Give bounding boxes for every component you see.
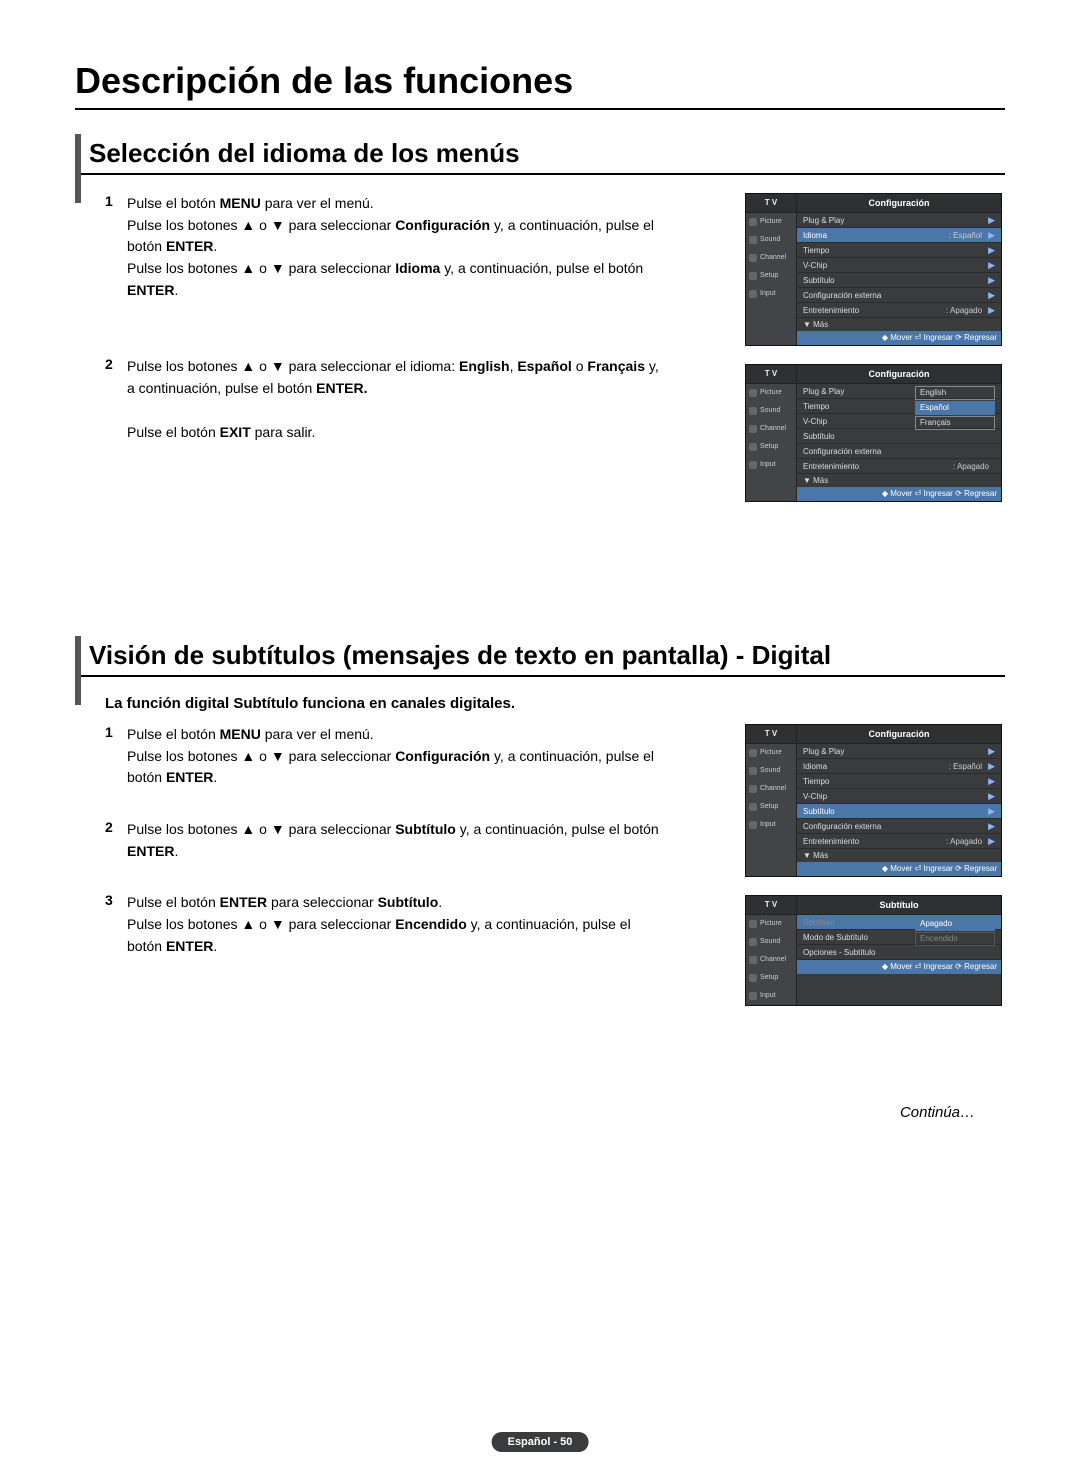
osd-side-item: Channel — [746, 780, 796, 798]
osd-tv-label: T V — [746, 194, 796, 213]
step-text: Pulse el botón MENU para ver el menú.Pul… — [127, 193, 667, 301]
osd-sidebar: T V PictureSoundChannelSetupInput — [746, 365, 797, 501]
osd-side-item: Input — [746, 987, 796, 1005]
section-bar-icon — [75, 134, 81, 203]
section-subtitles: Visión de subtítulos (mensajes de texto … — [75, 640, 1005, 1121]
osd-side-item: Picture — [746, 915, 796, 933]
osd-option: Apagado — [915, 917, 995, 931]
step-row: 2 Pulse los botones ▲ o ▼ para seleccion… — [105, 819, 725, 862]
osd-menu-item: Entretenimiento: Apagado — [797, 459, 1001, 474]
osd-menu-item: Idioma: Español▶ — [797, 759, 1001, 774]
osd-sidebar: T V PictureSoundChannelSetupInput — [746, 896, 797, 1005]
osd-menu-item: Subtítulo▶ — [797, 804, 1001, 819]
osd-footer: ◆ Mover ⏎ Ingresar ⟳ Regresar — [797, 862, 1001, 876]
osd-footer: ◆ Mover ⏎ Ingresar ⟳ Regresar — [797, 960, 1001, 974]
osd-title: Configuración — [797, 725, 1001, 744]
osd-menu-item: Configuración externa▶ — [797, 288, 1001, 303]
section1-title-text: Selección del idioma de los menús — [89, 138, 520, 168]
continua-label: Continúa… — [75, 1104, 975, 1121]
step-row: 2 Pulse los botones ▲ o ▼ para seleccion… — [105, 356, 725, 443]
step-text: Pulse los botones ▲ o ▼ para seleccionar… — [127, 356, 667, 443]
page-number: Español - 50 — [492, 1432, 589, 1452]
osd-sidebar: T V PictureSoundChannelSetupInput — [746, 194, 797, 345]
osd-side-item: Picture — [746, 213, 796, 231]
osd-menu-item: Tiempo▶ — [797, 243, 1001, 258]
section2-title: Visión de subtítulos (mensajes de texto … — [75, 640, 1005, 677]
osd-main: Subtítulo Subtítulo Modo de Subtítulo Op… — [797, 896, 1001, 1005]
osd-menu: T V PictureSoundChannelSetupInput Config… — [745, 724, 1002, 877]
osd-tv-label: T V — [746, 896, 796, 915]
step-number: 1 — [105, 724, 127, 789]
step-number: 2 — [105, 819, 127, 862]
osd-side-item: Input — [746, 285, 796, 303]
osd-side-item: Setup — [746, 969, 796, 987]
osd-menu: T V PictureSoundChannelSetupInput Config… — [745, 364, 1002, 502]
osd-menu-item: Plug & Play▶ — [797, 744, 1001, 759]
step-number: 2 — [105, 356, 127, 443]
osd-side-item: Setup — [746, 798, 796, 816]
osd-footer: ◆ Mover ⏎ Ingresar ⟳ Regresar — [797, 487, 1001, 501]
step-text: Pulse el botón ENTER para seleccionar Su… — [127, 892, 667, 957]
section-bar-icon — [75, 636, 81, 705]
osd-menu-item: Opciones - Subtítulo — [797, 945, 1001, 960]
osd-side-item: Input — [746, 456, 796, 474]
osd-menu-item: V-Chip▶ — [797, 258, 1001, 273]
osd-side-item: Picture — [746, 744, 796, 762]
step-text: Pulse los botones ▲ o ▼ para seleccionar… — [127, 819, 667, 862]
osd-menu: T V PictureSoundChannelSetupInput Config… — [745, 193, 1002, 346]
osd-side-item: Input — [746, 816, 796, 834]
osd-side-item: Sound — [746, 402, 796, 420]
step-text: Pulse el botón MENU para ver el menú.Pul… — [127, 724, 667, 789]
main-title: Descripción de las funciones — [75, 60, 1005, 110]
osd-mas: ▼ Más — [797, 849, 1001, 862]
osd-title: Subtítulo — [797, 896, 1001, 915]
osd-mas: ▼ Más — [797, 474, 1001, 487]
osd-menu-item: Idioma: Español▶ — [797, 228, 1001, 243]
osd-menu-item: Tiempo▶ — [797, 774, 1001, 789]
osd-side-item: Sound — [746, 231, 796, 249]
step-row: 1 Pulse el botón MENU para ver el menú.P… — [105, 193, 725, 301]
osd-title: Configuración — [797, 194, 1001, 213]
osd-side-item: Channel — [746, 951, 796, 969]
osd-side-item: Channel — [746, 420, 796, 438]
osd-menu-item: Subtítulo▶ — [797, 273, 1001, 288]
osd-option: Français — [915, 416, 995, 430]
osd-menu-item: Subtítulo — [797, 429, 1001, 444]
section2-intro: La función digital Subtítulo funciona en… — [105, 695, 1005, 712]
osd-footer: ◆ Mover ⏎ Ingresar ⟳ Regresar — [797, 331, 1001, 345]
osd-side-item: Channel — [746, 249, 796, 267]
osd-menu-item: V-Chip▶ — [797, 789, 1001, 804]
osd-tv-label: T V — [746, 365, 796, 384]
section1-title: Selección del idioma de los menús — [75, 138, 1005, 175]
osd-menu-item: Entretenimiento: Apagado▶ — [797, 303, 1001, 318]
osd-side-item: Sound — [746, 933, 796, 951]
osd-menu-item: Configuración externa — [797, 444, 1001, 459]
step-row: 3 Pulse el botón ENTER para seleccionar … — [105, 892, 725, 957]
step-number: 3 — [105, 892, 127, 957]
step-row: 1 Pulse el botón MENU para ver el menú.P… — [105, 724, 725, 789]
osd-option: Encendido — [915, 932, 995, 946]
osd-side-item: Setup — [746, 267, 796, 285]
osd-option: English — [915, 386, 995, 400]
osd-mas: ▼ Más — [797, 318, 1001, 331]
osd-main: Configuración Plug & Play▶ Idioma: Españ… — [797, 194, 1001, 345]
osd-main: Configuración Plug & Play▶ Idioma: Españ… — [797, 725, 1001, 876]
osd-title: Configuración — [797, 365, 1001, 384]
section2-title-text: Visión de subtítulos (mensajes de texto … — [89, 640, 831, 670]
osd-menu-item: Plug & Play▶ — [797, 213, 1001, 228]
osd-option: Español — [915, 401, 995, 415]
osd-tv-label: T V — [746, 725, 796, 744]
step-number: 1 — [105, 193, 127, 301]
osd-sidebar: T V PictureSoundChannelSetupInput — [746, 725, 797, 876]
osd-menu-item: Entretenimiento: Apagado▶ — [797, 834, 1001, 849]
section-language: Selección del idioma de los menús 1 Puls… — [75, 138, 1005, 520]
osd-menu: T V PictureSoundChannelSetupInput Subtít… — [745, 895, 1002, 1006]
osd-menu-item: Configuración externa▶ — [797, 819, 1001, 834]
osd-side-item: Setup — [746, 438, 796, 456]
osd-side-item: Sound — [746, 762, 796, 780]
osd-side-item: Picture — [746, 384, 796, 402]
